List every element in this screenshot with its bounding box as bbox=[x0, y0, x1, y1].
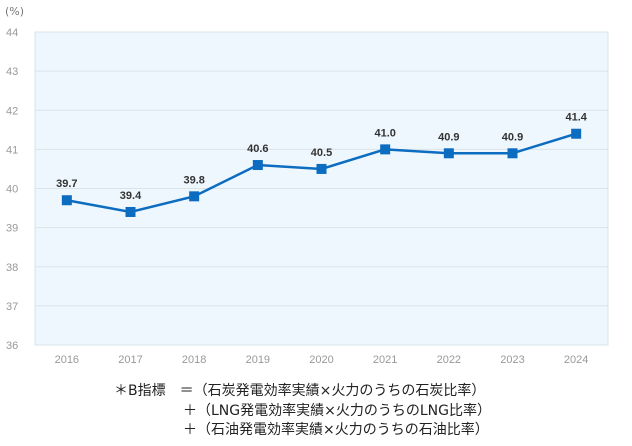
x-tick-label: 2024 bbox=[564, 354, 588, 366]
y-tick-label: 43 bbox=[6, 66, 18, 78]
x-tick-label: 2017 bbox=[118, 354, 142, 366]
y-tick-label: 39 bbox=[6, 223, 18, 235]
y-tick-label: 41 bbox=[6, 144, 18, 156]
x-tick-label: 2018 bbox=[182, 354, 206, 366]
data-label: 40.9 bbox=[502, 131, 523, 143]
data-label: 39.8 bbox=[183, 174, 204, 186]
x-tick-label: 2022 bbox=[437, 354, 461, 366]
y-tick-label: 40 bbox=[6, 184, 18, 196]
y-tick-label: 36 bbox=[6, 340, 18, 352]
data-label: 40.6 bbox=[247, 143, 268, 155]
data-point-marker bbox=[443, 148, 454, 159]
data-label: 40.5 bbox=[311, 147, 332, 159]
data-label: 41.0 bbox=[374, 127, 395, 139]
y-tick-label: 38 bbox=[6, 262, 18, 274]
x-tick-label: 2016 bbox=[55, 354, 79, 366]
y-tick-label: 44 bbox=[6, 27, 18, 39]
data-point-marker bbox=[380, 144, 391, 155]
data-label: 40.9 bbox=[438, 131, 459, 143]
data-label: 39.7 bbox=[56, 178, 77, 190]
data-label: 41.4 bbox=[565, 112, 587, 124]
y-tick-label: 37 bbox=[6, 301, 18, 313]
data-point-marker bbox=[252, 160, 263, 171]
data-point-marker bbox=[571, 128, 582, 139]
data-point-marker bbox=[125, 206, 136, 217]
y-axis-unit: (%) bbox=[5, 5, 24, 18]
x-tick-label: 2019 bbox=[246, 354, 270, 366]
data-label: 39.4 bbox=[120, 190, 142, 202]
data-point-marker bbox=[61, 195, 72, 206]
y-tick-label: 42 bbox=[6, 105, 18, 117]
footnote-line-1: ＊B指標 ＝（石炭発電効率実績×火力のうちの石炭比率） bbox=[114, 383, 486, 399]
footnote-line-3: ＋（石油発電効率実績×火力のうちの石油比率） bbox=[183, 422, 489, 438]
x-tick-label: 2020 bbox=[309, 354, 333, 366]
x-tick-label: 2021 bbox=[373, 354, 397, 366]
footnote-line-2: ＋（LNG発電効率実績×火力のうちのLNG比率） bbox=[183, 403, 491, 419]
data-point-marker bbox=[189, 191, 200, 202]
x-tick-label: 2023 bbox=[500, 354, 524, 366]
data-point-marker bbox=[507, 148, 518, 159]
data-point-marker bbox=[316, 163, 327, 174]
